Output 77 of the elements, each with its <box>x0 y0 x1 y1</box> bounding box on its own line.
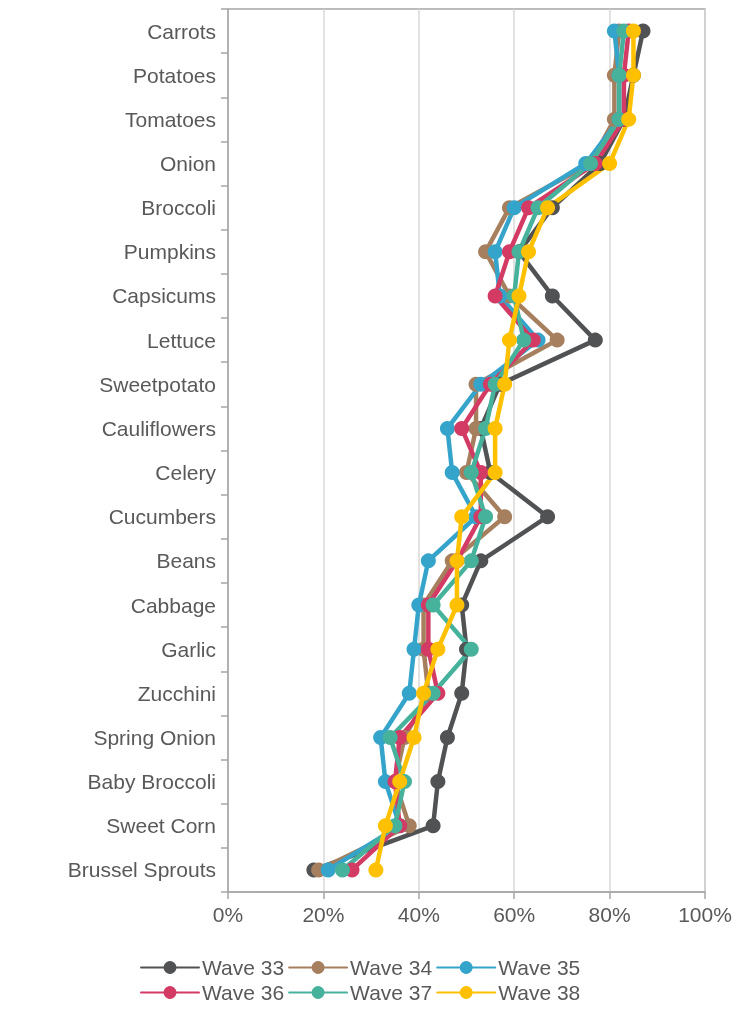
legend-label: Wave 38 <box>498 981 581 1004</box>
y-tick-label: Sweetpotato <box>99 372 216 396</box>
y-tick-label: Garlic <box>161 637 216 661</box>
x-tick-label: 60% <box>493 903 536 926</box>
point <box>602 156 618 172</box>
legend-label: Wave 34 <box>350 956 433 979</box>
legend-label: Wave 37 <box>350 981 433 1004</box>
point <box>487 420 503 436</box>
y-tick-label: Carrots <box>147 19 216 43</box>
x-tick-label: 0% <box>212 903 244 926</box>
y-tick-label: Cauliflowers <box>101 416 216 440</box>
point <box>425 818 441 834</box>
y-tick-label: Pumpkins <box>123 240 216 264</box>
point <box>449 597 465 613</box>
point <box>478 509 494 525</box>
point <box>401 685 417 701</box>
point <box>454 509 470 525</box>
y-tick-label: Potatoes <box>133 63 216 87</box>
point <box>382 729 398 745</box>
point <box>335 862 350 878</box>
y-tick-label: Onion <box>159 152 216 176</box>
x-tick-label: 80% <box>588 903 631 926</box>
y-tick-label: Brussel Sprouts <box>67 858 216 882</box>
y-tick-label: Beans <box>156 549 216 573</box>
y-tick-label: Lettuce <box>147 328 216 352</box>
point <box>549 332 565 348</box>
x-tick-label: 20% <box>302 903 345 926</box>
y-tick-label: Celery <box>155 461 217 485</box>
point <box>587 332 603 348</box>
point <box>463 553 479 569</box>
point <box>540 200 556 216</box>
point <box>506 200 522 216</box>
point <box>439 420 455 436</box>
point <box>439 729 455 745</box>
point <box>454 685 470 701</box>
y-tick-label: Spring Onion <box>93 725 216 749</box>
point <box>406 729 422 745</box>
y-tick-label: Cucumbers <box>108 505 216 529</box>
point <box>454 420 470 436</box>
y-tick-label: Zucchini <box>137 681 216 705</box>
point <box>416 685 432 701</box>
point <box>463 641 479 657</box>
point <box>497 509 513 525</box>
legend-label: Wave 35 <box>498 956 581 979</box>
legend-label: Wave 36 <box>202 981 285 1004</box>
point <box>430 641 446 657</box>
point <box>487 465 503 481</box>
point <box>516 332 532 348</box>
y-tick-label: Capsicums <box>112 284 216 308</box>
point <box>377 818 393 834</box>
point <box>501 332 517 348</box>
y-tick-label: Sweet Corn <box>106 814 216 838</box>
point <box>444 465 460 481</box>
point <box>621 111 637 127</box>
y-tick-label: Cabbage <box>130 593 216 617</box>
x-tick-label: 100% <box>678 903 732 926</box>
point <box>406 641 422 657</box>
point <box>487 244 503 260</box>
point <box>487 288 503 304</box>
x-tick-label: 40% <box>397 903 440 926</box>
point <box>463 465 479 481</box>
legend-label: Wave 33 <box>202 956 285 979</box>
point <box>540 509 556 525</box>
point <box>430 774 446 790</box>
point <box>320 862 336 878</box>
y-tick-label: Tomatoes <box>124 107 216 131</box>
point <box>544 288 560 304</box>
point <box>420 553 436 569</box>
y-tick-label: Baby Broccoli <box>87 770 216 794</box>
point <box>625 23 641 39</box>
point <box>497 376 513 392</box>
point <box>392 774 408 790</box>
point <box>511 288 527 304</box>
y-tick-label: Broccoli <box>141 196 216 220</box>
point <box>425 597 441 613</box>
point <box>368 862 384 878</box>
point <box>521 244 537 260</box>
